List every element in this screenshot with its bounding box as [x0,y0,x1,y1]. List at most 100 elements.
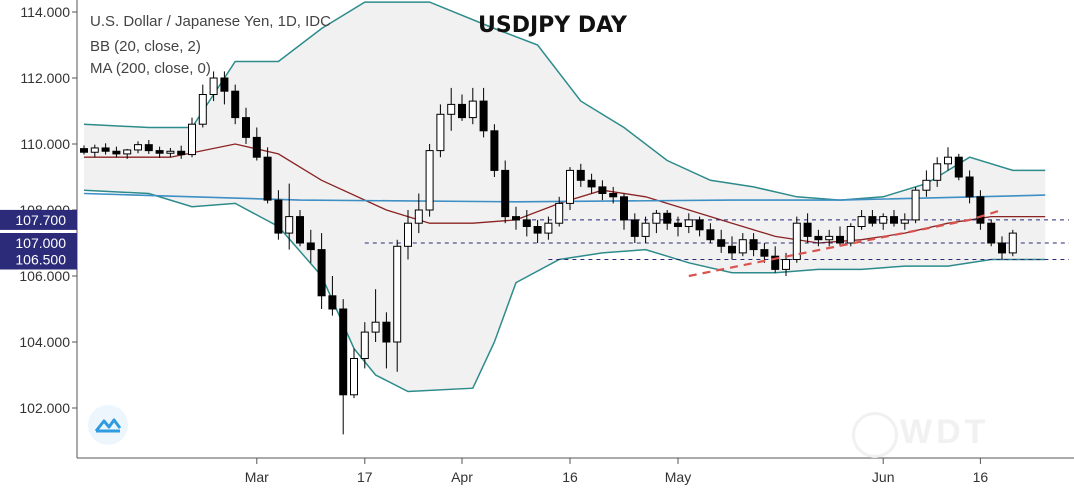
candle-body [274,199,283,234]
candle-body [717,239,726,247]
x-axis-ticks: Mar 17 Apr 16 May Jun 16 [245,458,989,485]
candle-body [641,222,650,237]
candle-body [749,239,758,251]
bb-fill [84,2,1046,392]
candle-body [879,216,888,224]
trendline [688,208,1003,278]
candle-body [425,150,434,211]
candle-body [620,196,628,221]
y-tick-label: 102.000 [19,400,70,416]
candle-body [144,144,153,152]
candle-body [522,219,531,227]
candle-body [134,144,142,151]
y-axis-ticks: 114.000112.000110.000108.000106.000104.0… [19,4,77,416]
price-label-box [0,233,77,253]
support-trendline [688,208,1003,278]
candle-body [728,245,736,254]
candle-body [458,103,466,119]
candle-body [1008,232,1017,254]
candle-body [436,113,445,152]
candle-body [684,219,693,227]
candle-body [468,100,477,119]
x-tick-label: Jun [872,469,895,485]
candle-body [296,216,304,244]
bb-lower-line [83,189,1046,393]
y-tick-label: 104.000 [19,334,70,350]
candle-body [674,222,682,227]
y-tick-label: 112.000 [20,70,70,86]
candle-body [890,216,898,224]
candle-body [944,156,952,165]
candlesticks [80,71,1017,435]
candle-body [803,222,812,237]
candle-body [652,212,661,224]
candle-body [371,321,380,333]
price-levels [364,219,1069,260]
x-tick-label: Apr [451,469,473,485]
candle-body [479,100,488,132]
candle-body [868,216,877,224]
candle-body [263,156,272,201]
price-label-box [0,249,77,270]
price-label-text: 107.000 [15,235,66,251]
candle-body [533,226,542,234]
candle-body [490,130,499,171]
candle-body [90,147,99,153]
candle-body [112,150,121,155]
candle-body [555,202,564,224]
x-tick-label: 17 [357,469,373,485]
chart-title: USDJPY DAY [478,13,627,38]
candle-body [501,169,510,218]
bb-legend: BB (20, close, 2) [90,38,201,55]
x-tick-label: 16 [973,469,989,485]
candle-body [306,242,315,251]
candle-body [350,358,358,396]
candle-body [317,249,326,297]
candle-body [825,235,834,241]
candle-body [987,222,996,244]
candle-body [598,186,607,194]
candle-body [630,219,639,237]
candle-body [512,216,520,221]
tradingview-logo-icon[interactable] [88,405,128,445]
y-tick-label: 114.000 [20,4,70,20]
x-tick-label: May [665,469,691,485]
candle-body [663,212,672,224]
candle-body [706,229,715,241]
candle-body [285,216,294,234]
candle-body [328,295,337,310]
candle-body [814,235,823,241]
candle-body [695,219,704,231]
candle-body [447,103,456,115]
candle-body [857,216,866,228]
candle-body [155,150,164,154]
candle-body [609,193,618,198]
candle-body [393,245,402,343]
price-label-text: 107.700 [15,212,66,228]
candle-body [382,321,391,343]
candle-body [965,176,974,198]
x-tick-label: 16 [562,469,578,485]
candle-body [954,156,963,178]
candle-body [80,148,88,153]
candle-body [900,219,909,224]
candle-body [576,169,585,181]
candle-body [101,147,110,152]
candle-body [792,222,801,260]
candle-body [252,136,261,158]
candle-body [738,239,747,254]
candle-body [760,249,769,257]
candle-body [587,179,596,188]
candle-body [911,189,920,221]
candle-body [922,179,931,191]
candle-body [177,150,186,156]
candle-body [166,150,175,154]
candle-body [339,308,348,396]
candle-body [188,123,196,156]
candle-body [404,222,412,247]
candle-body [976,196,985,224]
candle-body [220,77,229,92]
candle-body [231,90,240,119]
